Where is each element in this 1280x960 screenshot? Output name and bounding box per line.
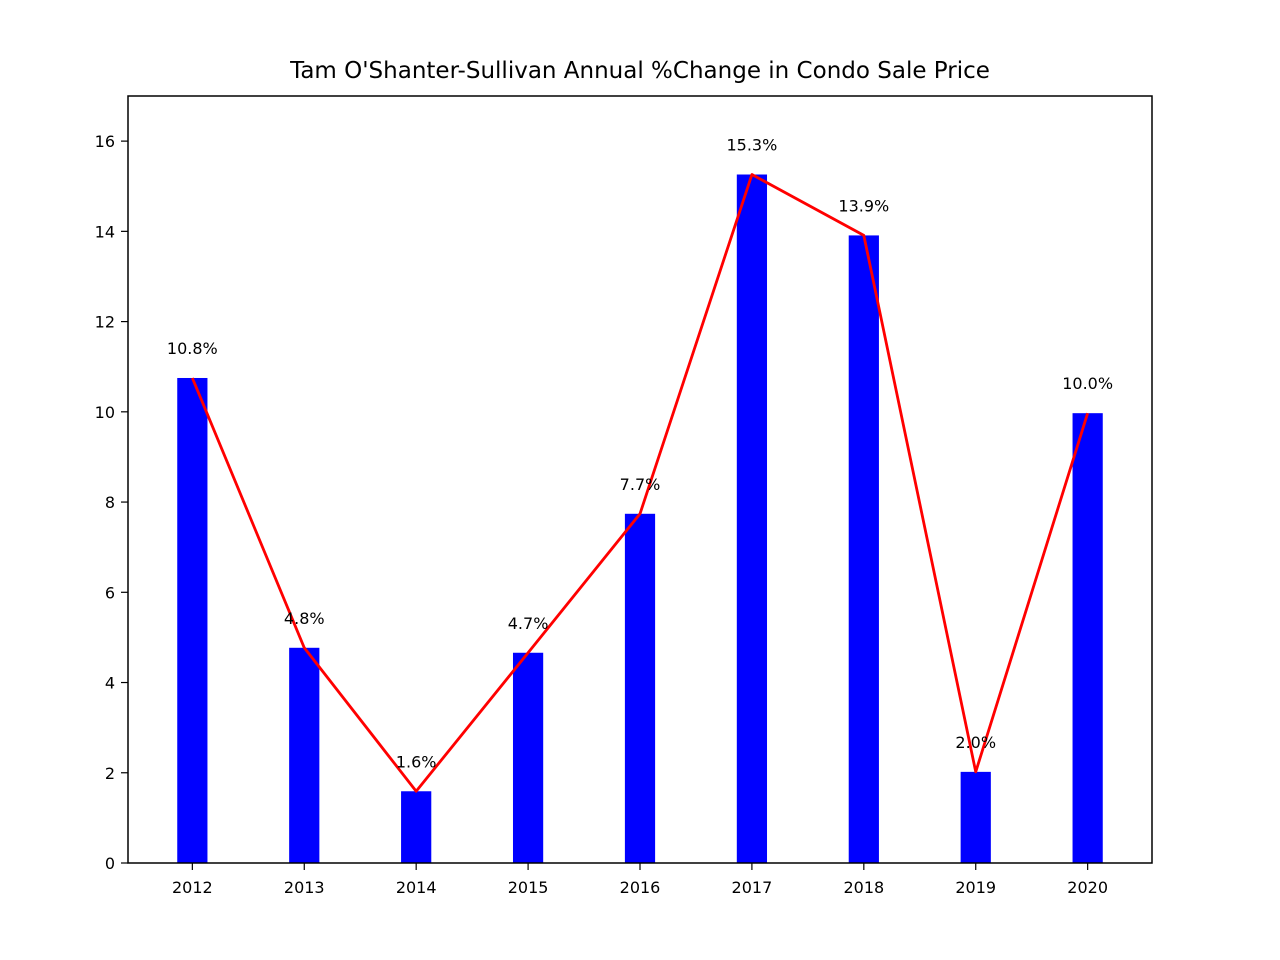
data-label-2013: 4.8% — [284, 609, 325, 628]
data-label-2019: 2.0% — [955, 733, 996, 752]
y-tick-label: 0 — [105, 854, 115, 873]
y-tick-label: 4 — [105, 674, 115, 693]
chart-title: Tam O'Shanter-Sullivan Annual %Change in… — [289, 58, 990, 84]
data-label-2020: 10.0% — [1062, 374, 1113, 393]
x-tick-label: 2019 — [955, 878, 996, 897]
data-label-2015: 4.7% — [508, 614, 549, 633]
x-tick-label: 2017 — [732, 878, 773, 897]
y-tick-label: 16 — [95, 132, 115, 151]
bar-2019 — [960, 771, 991, 863]
bar-2013 — [289, 647, 320, 863]
bar-2016 — [624, 513, 656, 863]
axes-frame — [127, 95, 1153, 864]
x-tick-label: 2015 — [508, 878, 549, 897]
plot-area: 10.8% 4.8% 1.6% 4.7% 7.7% 15.3% 13.9% 2.0% 10.0%… — [95, 132, 1113, 897]
x-tick-label: 2018 — [843, 878, 884, 897]
y-tick-label: 6 — [105, 583, 115, 602]
bar-2015 — [512, 652, 544, 863]
x-tick-label: 2012 — [172, 878, 213, 897]
x-tick-label: 2014 — [396, 878, 437, 897]
bar-2020 — [1072, 413, 1103, 863]
y-tick-label: 2 — [105, 764, 115, 783]
data-label-2014: 1.6% — [396, 752, 437, 771]
y-tick-label: 8 — [105, 493, 115, 512]
x-tick-label: 2020 — [1067, 878, 1108, 897]
y-tick-label: 14 — [95, 222, 115, 241]
data-label-2018: 13.9% — [838, 196, 889, 215]
bar-2017 — [736, 174, 768, 863]
bar-2018 — [848, 235, 879, 864]
data-label-2016: 7.7% — [620, 475, 661, 494]
data-label-2012: 10.8% — [167, 339, 218, 358]
data-label-2017: 15.3% — [726, 136, 777, 155]
trend-line — [191, 173, 1089, 793]
y-tick-label: 12 — [95, 313, 115, 332]
bar-2012 — [177, 377, 208, 863]
x-tick-label: 2013 — [284, 878, 325, 897]
bar-2014 — [401, 791, 432, 863]
y-tick-label: 10 — [95, 403, 115, 422]
x-tick-label: 2016 — [620, 878, 661, 897]
